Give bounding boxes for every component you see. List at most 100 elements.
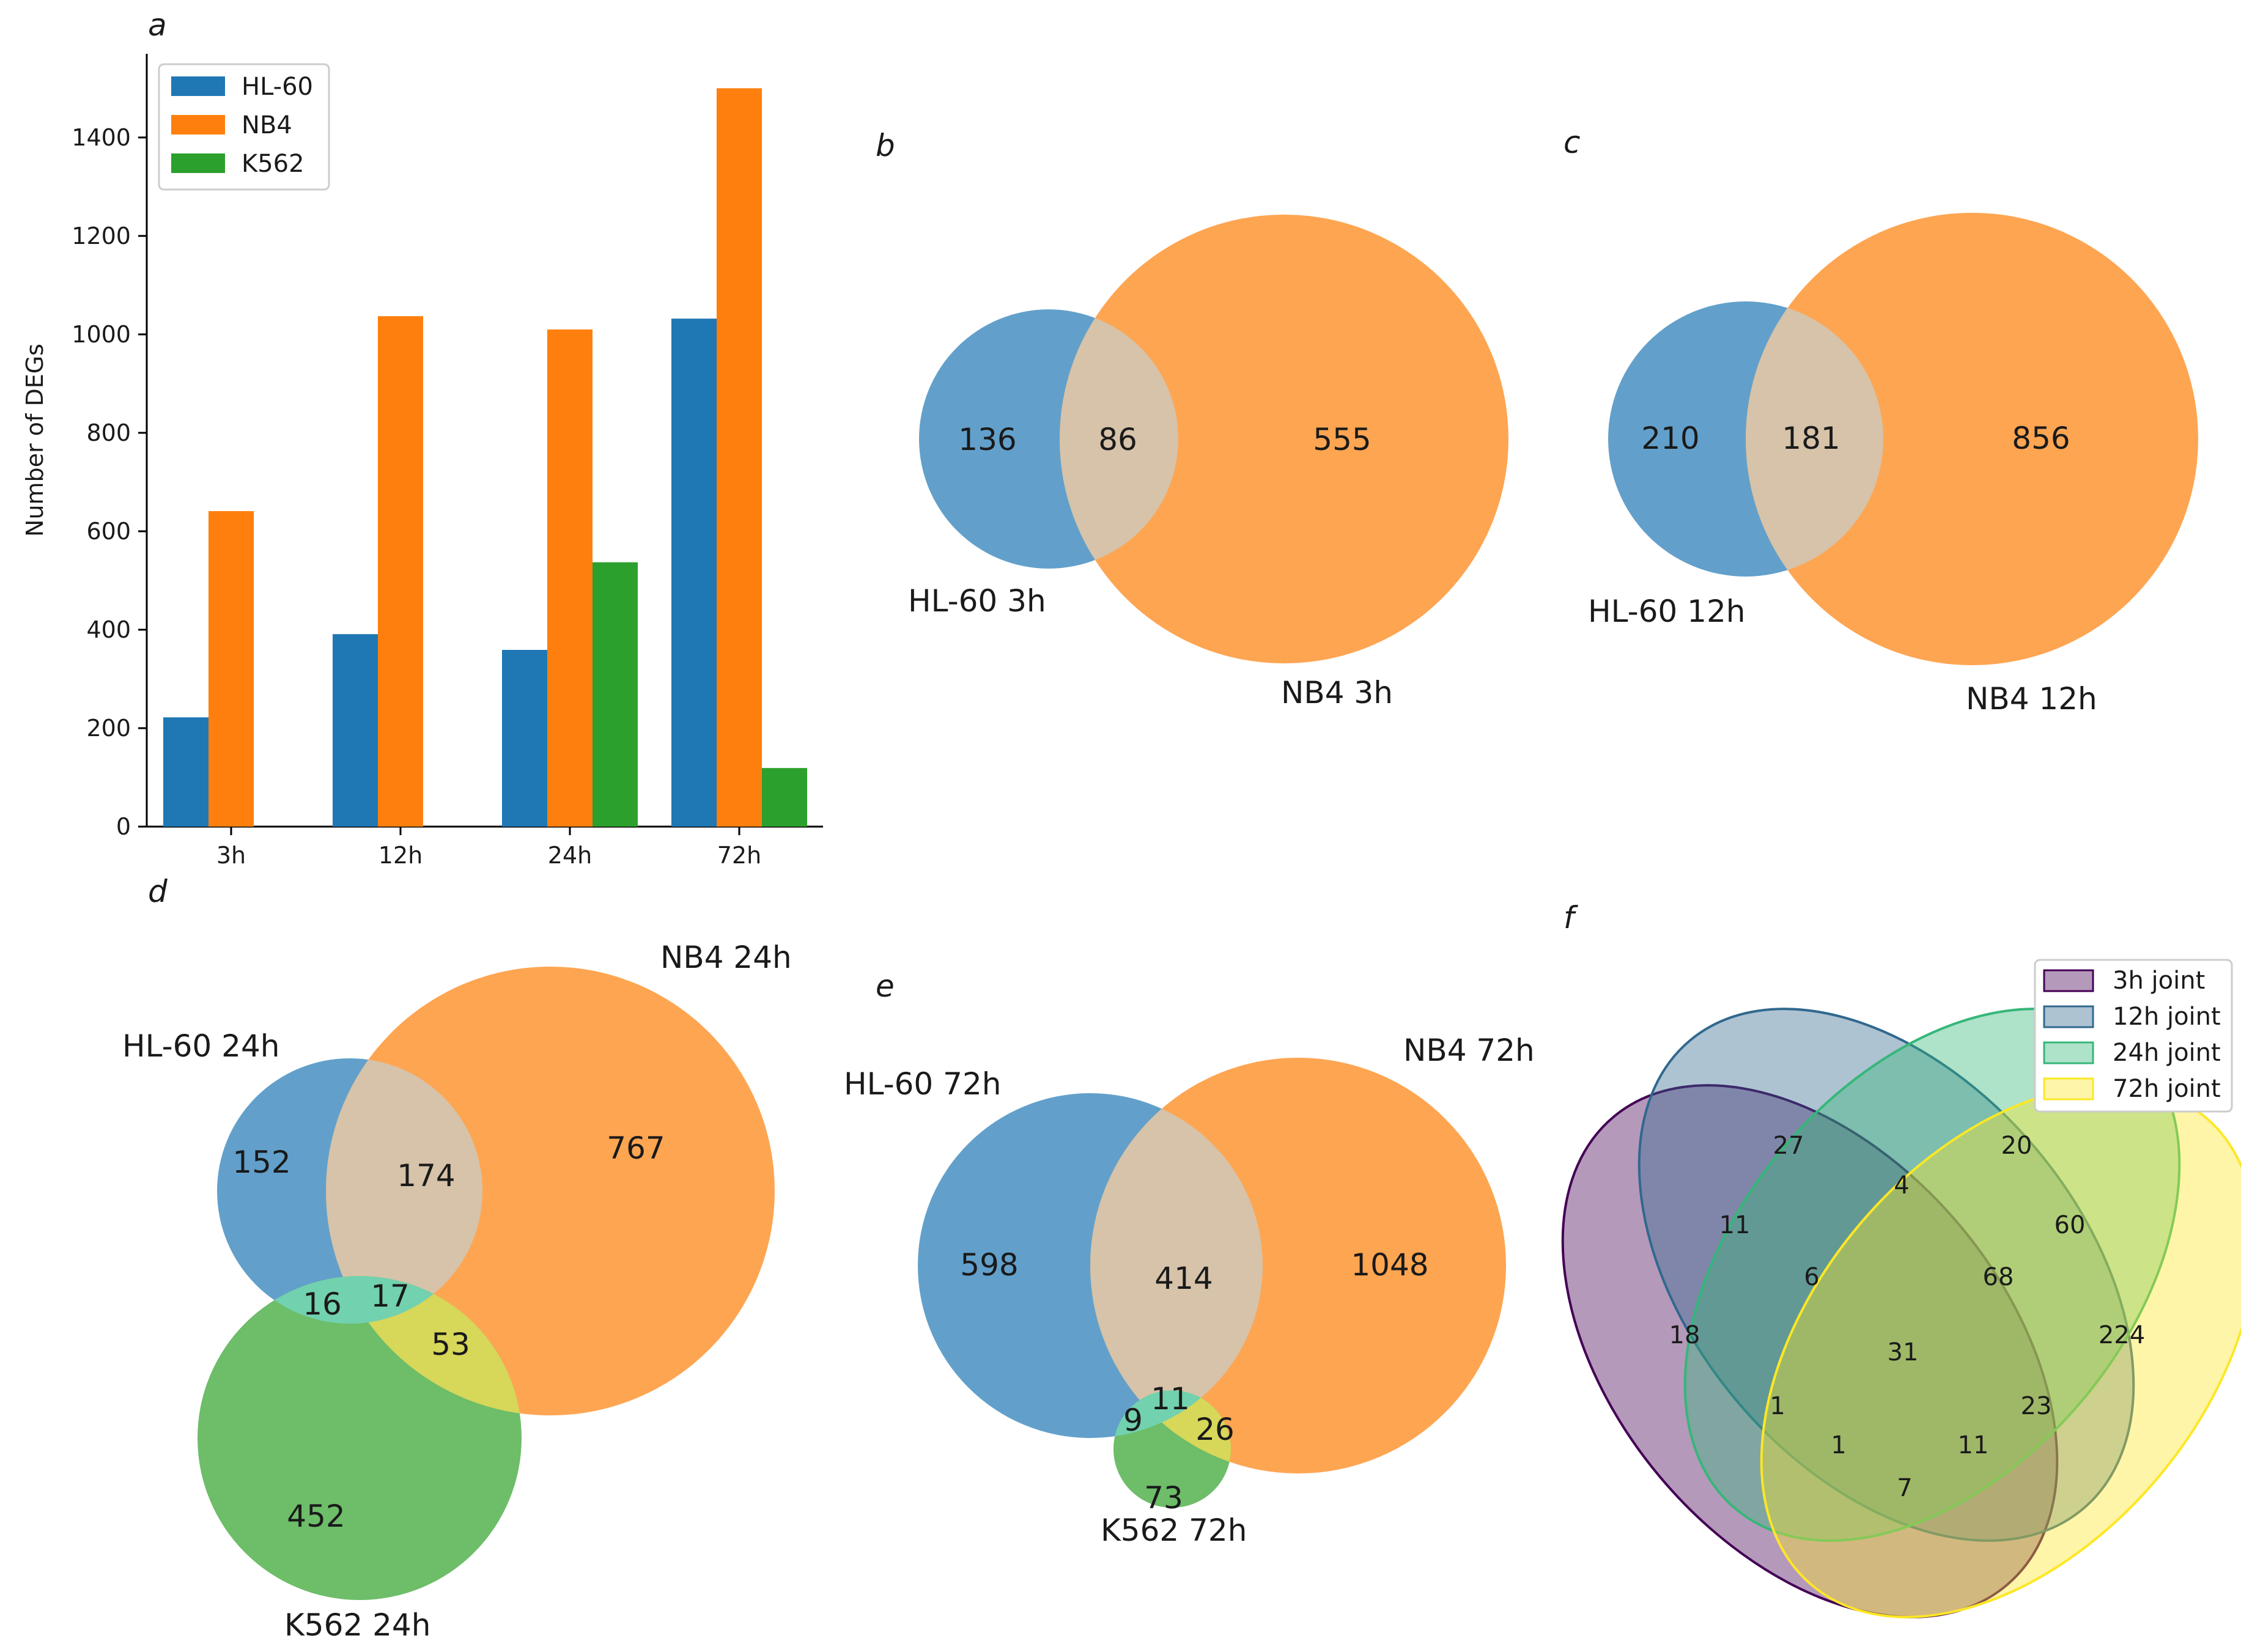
- venn-f-12h-24h-72h-count: 68: [1983, 1263, 2014, 1291]
- x-tick-label: 24h: [548, 842, 592, 869]
- y-tick-label: 1000: [72, 321, 131, 348]
- venn-c-only-nb4-count: 856: [2012, 421, 2070, 456]
- venn-e-only-hl60-count: 598: [960, 1247, 1018, 1283]
- legend-label-nb4: NB4: [242, 111, 292, 139]
- legend-swatch-12h-joint: [2043, 1005, 2094, 1028]
- venn-f-3h-24h-count: 1: [1770, 1392, 1785, 1420]
- panel-d: d 152 174 767 16 17 53 452 HL-60 24h NB4…: [122, 874, 792, 1643]
- venn-f-12h-24h-count: 4: [1894, 1171, 1909, 1200]
- legend-swatch-nb4: [171, 115, 225, 135]
- venn-f-3h-12h-72h-count: 11: [1958, 1431, 1989, 1459]
- venn-c-only-hl60-count: 210: [1641, 421, 1699, 456]
- x-tick-label: 72h: [717, 842, 761, 869]
- venn-e-only-k562-count: 73: [1144, 1480, 1183, 1516]
- venn-f-3h-72h-count: 7: [1897, 1474, 1912, 1502]
- bar-nb4-3h: [209, 511, 254, 827]
- legend-swatch-24h-joint: [2043, 1041, 2094, 1064]
- venn-e-k562-label: K562 72h: [1101, 1513, 1247, 1548]
- venn-b-hl60-label: HL-60 3h: [908, 583, 1046, 619]
- venn-f-72h-ellipse: [1760, 1084, 2241, 1618]
- y-tick-label: 800: [86, 419, 131, 446]
- venn-d-hl60-label: HL-60 24h: [122, 1028, 279, 1064]
- legend-label-24h-joint: 24h joint: [2113, 1039, 2221, 1067]
- legend-swatch-3h-joint: [2043, 969, 2094, 992]
- bar-hl60-12h: [333, 634, 378, 827]
- venn-f-legend-box: [2034, 959, 2233, 1113]
- y-tick-label: 400: [86, 616, 131, 643]
- panel-label-a: a: [148, 7, 167, 43]
- panel-a: a Number of DEGs 0 200 400 600 800 1000 1200 14…: [21, 7, 823, 869]
- venn-d-only-nb4-count: 767: [607, 1130, 665, 1166]
- venn-e-overlap-hl60-nb4: [1090, 1093, 1263, 1438]
- venn-e-nb4-k562-count: 26: [1195, 1412, 1235, 1447]
- bar-legend: HL-60 NB4 K562: [158, 63, 330, 191]
- bar-nb4-12h: [378, 316, 423, 827]
- x-tick-label: 3h: [216, 842, 246, 869]
- venn-d-only-k562-count: 452: [287, 1499, 345, 1534]
- legend-label-hl60: HL-60: [242, 73, 313, 101]
- venn-e-nb4-label: NB4 72h: [1403, 1033, 1535, 1068]
- venn-d-overlap-nb4-k562: [326, 1276, 522, 1415]
- venn-f-only-72h-count: 224: [2099, 1321, 2145, 1349]
- venn-f-legend: 3h joint 12h joint 24h joint 72h joint: [2034, 959, 2233, 1113]
- venn-d-nb4-label: NB4 24h: [660, 940, 792, 975]
- y-tick-label: 1400: [72, 124, 131, 151]
- venn-d-only-hl60-count: 152: [232, 1145, 290, 1180]
- venn-d-k562-label: K562 24h: [284, 1607, 430, 1643]
- venn-d-hl60-nb4-count: 174: [397, 1158, 455, 1193]
- venn-b-nb4-label: NB4 3h: [1281, 675, 1393, 710]
- legend-swatch-hl60: [171, 76, 225, 96]
- venn-e-hl60-k562-count: 9: [1123, 1403, 1143, 1438]
- venn-e-hl60-label: HL-60 72h: [844, 1066, 1001, 1102]
- panel-e: e 598 414 1048 11 9 26 73 HL-60 72h NB4 …: [844, 968, 1535, 1548]
- venn-d-all-count: 17: [371, 1278, 410, 1314]
- legend-label-k562: K562: [242, 150, 305, 178]
- venn-c-overlap-count: 181: [1782, 421, 1840, 456]
- panel-label-e: e: [876, 968, 895, 1004]
- legend-swatch-72h-joint: [2043, 1077, 2094, 1101]
- venn-f-3h-ellipse: [1561, 1084, 2059, 1618]
- venn-b-only-nb4-count: 555: [1313, 422, 1371, 457]
- y-axis-label: Number of DEGs: [21, 344, 48, 537]
- y-tick-label: 600: [86, 518, 131, 545]
- venn-f-only-12h-count: 27: [1773, 1132, 1804, 1160]
- bar-k562-24h: [593, 562, 638, 827]
- y-tick-label: 0: [116, 813, 131, 840]
- legend-swatch-k562: [171, 153, 225, 173]
- panel-label-b: b: [876, 128, 895, 163]
- venn-f-all-count: 31: [1888, 1338, 1919, 1366]
- legend-label-12h-joint: 12h joint: [2113, 1003, 2221, 1031]
- panel-label-d: d: [148, 874, 168, 909]
- venn-f-24h-72h-count: 60: [2055, 1211, 2086, 1239]
- venn-f-3h-24h-72h-count: 1: [1831, 1431, 1846, 1459]
- venn-f-3h-12h-24h-count: 6: [1804, 1263, 1819, 1291]
- panel-label-f: f: [1564, 900, 1578, 935]
- x-ticks: 3h 12h 24h 72h: [216, 827, 761, 869]
- venn-e-hl60-nb4-count: 414: [1154, 1261, 1213, 1296]
- venn-e-all-count: 11: [1151, 1381, 1190, 1417]
- venn-f-only-3h-count: 18: [1669, 1321, 1700, 1349]
- venn-c-nb4-circle: [1746, 213, 2198, 665]
- bar-hl60-3h: [163, 717, 209, 827]
- venn-f-12h-ellipse: [1637, 1008, 2135, 1542]
- legend-label-72h-joint: 72h joint: [2113, 1075, 2221, 1103]
- bar-hl60-24h: [502, 649, 547, 827]
- panel-f: f 27 20 4 11 60 6 68 18 224 31 1 23 1 11…: [1561, 900, 2241, 1618]
- venn-c-hl60-label: HL-60 12h: [1588, 594, 1745, 629]
- y-ticks: 0 200 400 600 800 1000 1200 1400: [72, 124, 147, 840]
- panel-label-c: c: [1564, 125, 1581, 160]
- x-tick-label: 12h: [378, 842, 423, 869]
- panel-b: b 136 86 555 HL-60 3h NB4 3h: [876, 128, 1508, 710]
- venn-d-hl60-k562-count: 16: [303, 1286, 342, 1322]
- bar-nb4-24h: [547, 329, 593, 827]
- panel-c: c 210 181 856 HL-60 12h NB4 12h: [1564, 125, 2198, 717]
- venn-e-only-nb4-count: 1048: [1351, 1247, 1428, 1283]
- bar-hl60-72h: [671, 319, 717, 827]
- venn-c-nb4-label: NB4 12h: [1966, 681, 2097, 717]
- y-tick-label: 200: [86, 715, 131, 742]
- legend-label-3h-joint: 3h joint: [2113, 967, 2205, 995]
- venn-d-nb4-k562-count: 53: [431, 1327, 470, 1362]
- bar-nb4-72h: [717, 88, 762, 827]
- venn-f-only-24h-count: 20: [2001, 1132, 2032, 1160]
